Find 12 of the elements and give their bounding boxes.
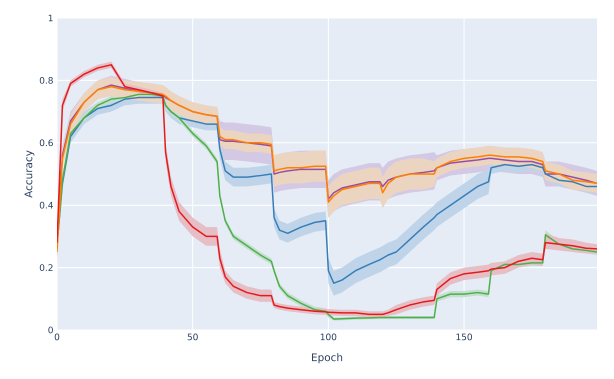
y-axis-title: Accuracy <box>24 150 34 198</box>
y-tick-label: 0.8 <box>40 77 53 84</box>
y-tick-label: 1 <box>48 14 53 22</box>
x-tick-label: 0 <box>54 334 60 340</box>
y-tick-label: 0.6 <box>40 139 53 146</box>
x-axis-title: Epoch <box>312 353 342 364</box>
x-tick-label: 50 <box>188 334 198 340</box>
y-tick-label: 0.4 <box>40 202 53 209</box>
x-tick-label: 150 <box>456 334 472 340</box>
y-tick-label: 0.2 <box>40 264 53 271</box>
y-tick-label: 0 <box>48 326 53 334</box>
x-tick-label: 100 <box>320 334 336 340</box>
